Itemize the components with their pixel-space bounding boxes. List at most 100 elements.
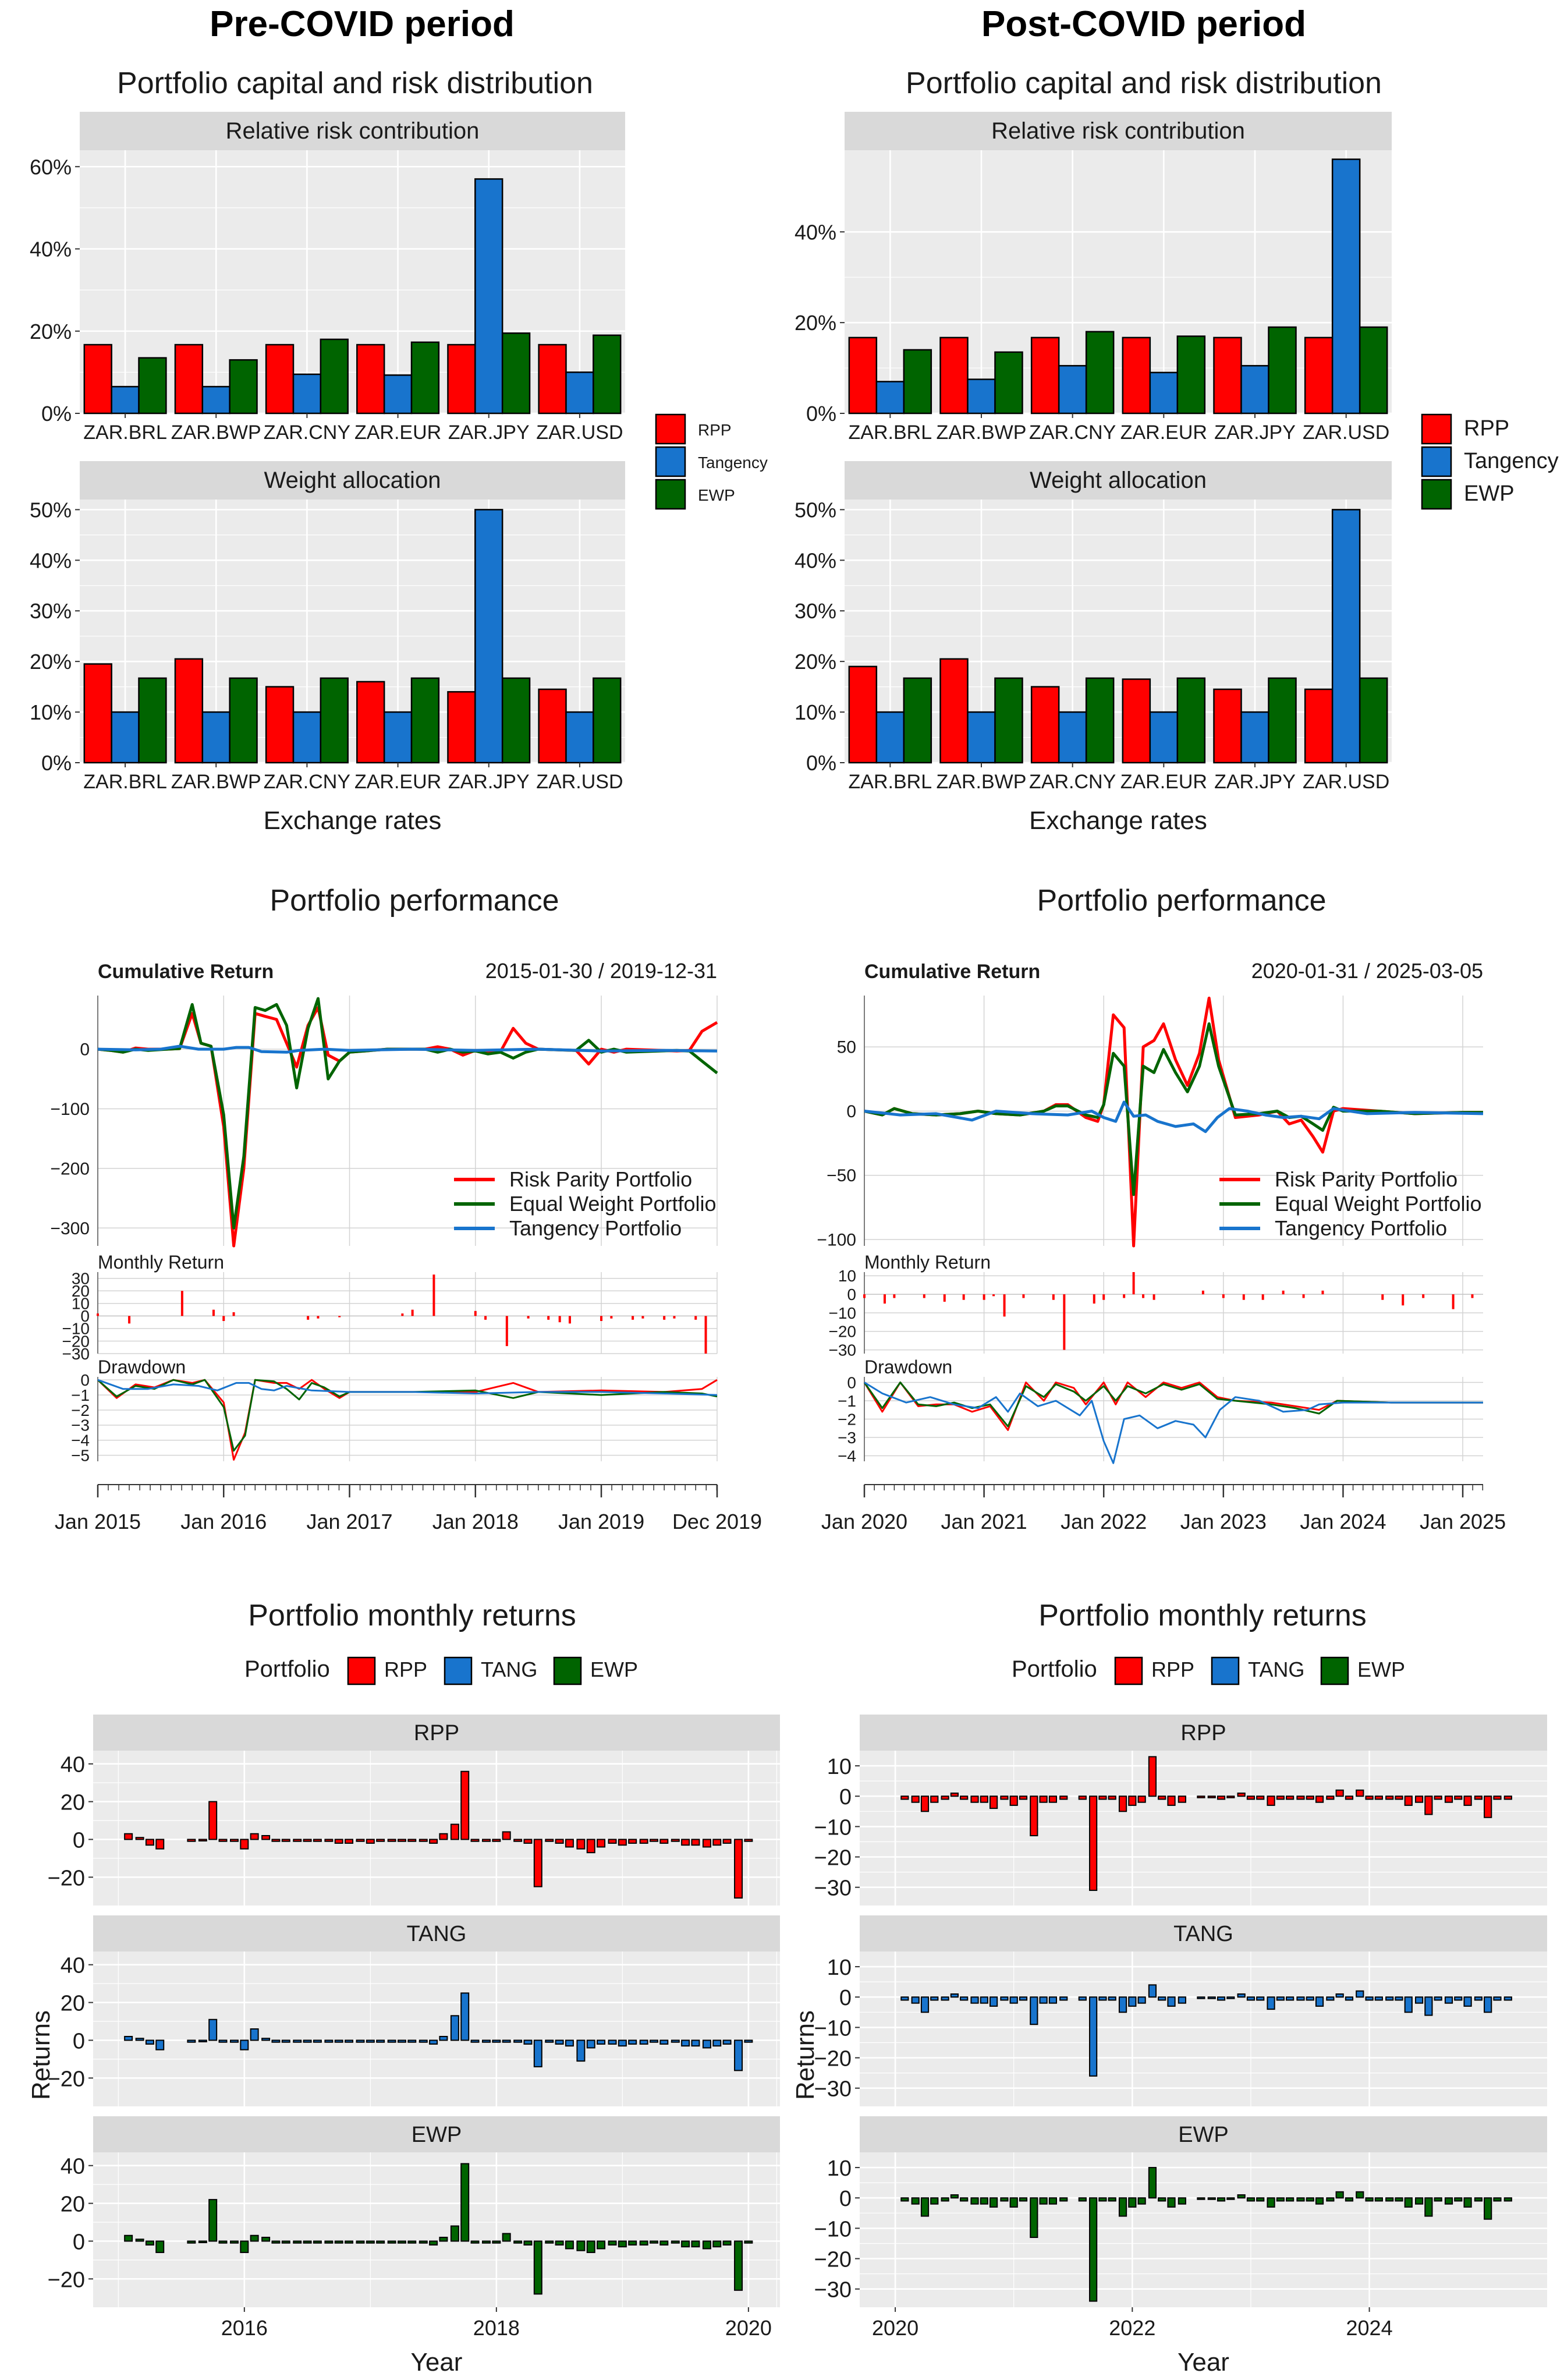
monthly-bar-tang bbox=[1237, 1993, 1246, 1998]
monthly-bar-ewp bbox=[576, 2240, 586, 2251]
monthly-bar-ewp bbox=[1059, 2197, 1068, 2202]
monthly-bar-tang bbox=[639, 2039, 648, 2045]
x-tick-label: Jan 2021 bbox=[941, 1510, 1027, 1533]
monthly-bar-rpp bbox=[545, 1839, 554, 1842]
y-tick-label: −1 bbox=[71, 1386, 90, 1404]
y-axis-label: Returns bbox=[27, 2010, 55, 2100]
cumulative-line-ewp bbox=[97, 997, 718, 1230]
monthly-bar-tang bbox=[1474, 1996, 1483, 2001]
x-tick-label: 2022 bbox=[1109, 2316, 1155, 2340]
monthly-bar-ewp bbox=[1108, 2197, 1116, 2202]
monthly-bar-ewp bbox=[218, 2240, 228, 2244]
bar-rpp-zar-usd bbox=[1304, 688, 1334, 764]
facet-strip-label: EWP bbox=[1178, 2123, 1229, 2147]
monthly-bar-rpp bbox=[187, 1839, 196, 1842]
monthly-bar-rpp bbox=[1237, 1793, 1246, 1797]
monthly-bar-tang bbox=[1148, 1984, 1157, 1998]
y-tick-label: 10 bbox=[827, 1755, 852, 1779]
y-tick-label: 40% bbox=[795, 548, 836, 572]
monthly-bar-ewp bbox=[920, 2197, 930, 2217]
monthly-bar-tang bbox=[250, 2028, 259, 2041]
monthly-bar-ewp bbox=[345, 2240, 354, 2244]
monthly-bar-rpp bbox=[1128, 1795, 1137, 1806]
y-tick-label: −10 bbox=[814, 2217, 852, 2241]
y-tick-label: 30% bbox=[795, 599, 836, 623]
legend-label-ewp: EWP bbox=[1464, 481, 1515, 506]
y-tick-label: 30 bbox=[72, 1270, 90, 1288]
bar-ewp-zar-bwp bbox=[994, 351, 1023, 415]
monthly-bar-tang bbox=[1019, 1996, 1028, 2001]
monthly-bar-ewp bbox=[407, 2240, 417, 2244]
y-tick-label: 0 bbox=[73, 2230, 85, 2254]
monthly-bar-tang bbox=[1039, 1996, 1048, 2004]
y-tick-label: 0 bbox=[839, 1785, 852, 1809]
monthly-bar-rpp bbox=[1000, 1795, 1009, 1800]
monthly-bar-rpp bbox=[502, 1831, 511, 1840]
monthly-bar-ewp bbox=[1246, 2197, 1256, 2202]
monthly-bar-tang bbox=[1434, 1996, 1442, 2001]
main-panel-label: Cumulative Return bbox=[98, 961, 274, 983]
bar-ewp-zar-jpy bbox=[501, 332, 531, 415]
x-tick-label: 2024 bbox=[1346, 2316, 1393, 2340]
monthly-bar-ewp bbox=[734, 2240, 743, 2291]
bar-rpp-zar-brl bbox=[848, 337, 878, 415]
monthly-bar-ewp bbox=[281, 2240, 290, 2244]
monthly-bar-ewp bbox=[1217, 2197, 1226, 2202]
monthly-bar-rpp bbox=[356, 1839, 365, 1842]
monthly-bar-tang bbox=[734, 2039, 743, 2071]
monthly-bar-ewp bbox=[1118, 2197, 1127, 2217]
monthly-bar-tang bbox=[376, 2039, 385, 2043]
monthly-bar-tang bbox=[1226, 1996, 1235, 1999]
x-tick-label: ZAR.CNY bbox=[1029, 422, 1116, 444]
monthly-bar-rpp bbox=[482, 1839, 491, 1842]
monthly-bar-ewp bbox=[1078, 2197, 1087, 2202]
monthly-bar-rpp bbox=[1444, 1795, 1453, 1803]
monthly-bar-tang bbox=[1374, 1996, 1383, 2001]
bar-ewp-zar-eur bbox=[1176, 677, 1206, 764]
bar-tangency-zar-usd bbox=[1331, 509, 1361, 764]
monthly-bar-rpp bbox=[208, 1801, 218, 1840]
monthly-bar-rpp bbox=[533, 1839, 542, 1887]
monthly-bar-ewp bbox=[1137, 2197, 1146, 2205]
subpanel-label: Drawdown bbox=[864, 1357, 952, 1377]
y-tick-label: −10 bbox=[814, 2016, 852, 2041]
monthly-bar-ewp bbox=[1019, 2197, 1028, 2202]
monthly-bar-ewp bbox=[155, 2240, 165, 2253]
monthly-bar-tang bbox=[450, 2015, 459, 2041]
monthly-bar-tang bbox=[1246, 1996, 1256, 2001]
x-axis-label: Exchange rates bbox=[1029, 806, 1207, 835]
x-tick-label: Dec 2019 bbox=[672, 1510, 762, 1533]
x-tick-label: ZAR.USD bbox=[536, 422, 623, 444]
monthly-bar-ewp bbox=[1276, 2197, 1285, 2202]
monthly-bar-tang bbox=[1296, 1996, 1305, 2001]
x-tick-label: ZAR.BRL bbox=[849, 422, 932, 444]
y-tick-label: 20% bbox=[30, 320, 72, 343]
bar-rpp-zar-bwp bbox=[174, 658, 204, 764]
facet-panel bbox=[93, 2152, 780, 2307]
monthly-bar-rpp bbox=[366, 1839, 375, 1844]
legend-key-ewp bbox=[1421, 479, 1452, 510]
bar-ewp-zar-usd bbox=[593, 334, 622, 415]
y-tick-label: −300 bbox=[50, 1219, 90, 1238]
monthly-bar-rpp bbox=[1424, 1795, 1433, 1815]
bar-tangency-zar-jpy bbox=[474, 509, 503, 764]
x-tick-label: Jan 2017 bbox=[306, 1510, 392, 1533]
monthly-bar-tang bbox=[576, 2039, 586, 2062]
monthly-bar-rpp bbox=[240, 1839, 249, 1850]
x-tick-label: ZAR.EUR bbox=[1120, 771, 1207, 793]
facet-panel bbox=[860, 1952, 1547, 2106]
date-range-label: 2020-01-31 / 2025-03-05 bbox=[1251, 959, 1483, 983]
chart-title: Portfolio performance bbox=[1037, 884, 1326, 918]
y-tick-label: −100 bbox=[50, 1100, 90, 1119]
bar-ewp-zar-eur bbox=[410, 677, 440, 764]
monthly-bar-ewp bbox=[460, 2163, 470, 2242]
bar-tangency-zar-eur bbox=[1149, 711, 1179, 764]
monthly-bar-tang bbox=[230, 2039, 239, 2043]
y-tick-label: 20 bbox=[61, 2193, 85, 2217]
x-tick-label: 2020 bbox=[725, 2316, 772, 2340]
monthly-bar-ewp bbox=[450, 2225, 459, 2242]
monthly-bar-rpp bbox=[1463, 1795, 1472, 1806]
y-tick-label: 10 bbox=[827, 2156, 852, 2181]
monthly-bar-rpp bbox=[1326, 1795, 1335, 1800]
monthly-bar-rpp bbox=[691, 1839, 700, 1846]
